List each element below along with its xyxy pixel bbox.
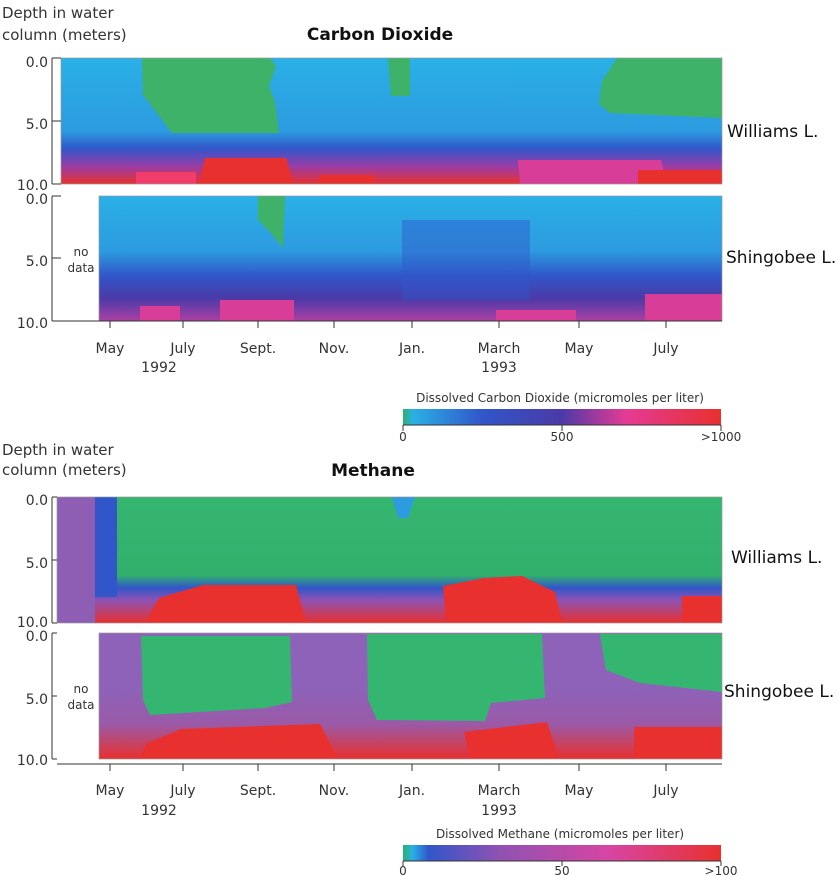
ch4-xtick-label-2: Sept. — [240, 783, 276, 799]
co2-x-axis: May July Sept. Nov. Jan. March May July — [61, 320, 722, 357]
co2-xtick-label-4: Jan. — [398, 341, 425, 357]
ch4-williams-label: Williams L. — [731, 548, 822, 568]
co2-ytick-2: 10.0 — [17, 178, 48, 194]
co2-shingobee-pink-patch-1 — [140, 306, 180, 321]
ch4-ytick-1: 5.0 — [26, 556, 48, 572]
ch4-shingobee-no-data-line2: data — [67, 698, 94, 712]
ch4-williams-blue-spot — [392, 497, 415, 518]
co2-ylabel-line2: column (meters) — [2, 26, 127, 44]
ch4-williams-left-blue — [95, 497, 117, 597]
ch4-ylabel-line1: Depth in water — [2, 441, 114, 459]
co2-title: Carbon Dioxide — [307, 25, 453, 45]
ch4-xtick-label-4: Jan. — [398, 783, 425, 799]
co2-ytick-3: 0.0 — [26, 192, 48, 208]
ch4-colorbar-tick-1: 50 — [554, 864, 569, 876]
co2-williams-red-patch-3 — [319, 175, 375, 184]
ch4-ytick-2: 10.0 — [17, 615, 48, 631]
ch4-xtick-label-1: July — [169, 783, 195, 799]
ch4-williams-panel — [56, 496, 723, 624]
ch4-ytick-5: 10.0 — [17, 753, 48, 769]
co2-williams-green-patch-3 — [599, 58, 722, 118]
co2-shingobee-label: Shingobee L. — [726, 248, 836, 268]
co2-colorbar-tick-1: 500 — [551, 430, 574, 444]
ch4-shingobee-red-patch-2 — [464, 722, 559, 759]
co2-williams-red-patch-4 — [638, 170, 722, 184]
ch4-shingobee-label: Shingobee L. — [724, 682, 834, 702]
co2-shingobee-pink-patch-4 — [645, 294, 722, 321]
ch4-xtick-label-0: May — [96, 783, 125, 799]
co2-williams-pink-band — [518, 160, 667, 184]
ch4-williams-left-purple — [57, 497, 95, 623]
ch4-williams-red-patch-2 — [443, 576, 562, 623]
co2-shingobee-darkblue-region — [402, 220, 530, 300]
co2-williams-green-patch-1 — [142, 58, 279, 133]
ch4-colorbar-tick-0: 0 — [399, 864, 407, 876]
co2-year-1993: 1993 — [481, 360, 517, 376]
ch4-xtick-label-6: May — [565, 783, 594, 799]
co2-xtick-label-5: March — [478, 341, 521, 357]
ch4-ytick-3: 0.0 — [26, 629, 48, 645]
ch4-colorbar-label: Dissolved Methane (micromoles per liter) — [436, 827, 684, 841]
ch4-shingobee-green-patch-2 — [367, 634, 545, 721]
co2-shingobee-pink-patch-3 — [496, 310, 576, 321]
ch4-y-axis — [51, 496, 57, 760]
ch4-shingobee-no-data-line1: no — [74, 682, 89, 696]
co2-y-axis — [51, 57, 61, 322]
co2-xtick-label-0: May — [96, 341, 125, 357]
co2-ytick-1: 5.0 — [26, 117, 48, 133]
ch4-xtick-label-3: Nov. — [319, 783, 350, 799]
co2-williams-red-patch-2 — [199, 158, 294, 184]
ch4-colorbar-tick-2: >100 — [705, 864, 738, 876]
ch4-xtick-label-7: July — [652, 783, 678, 799]
co2-colorbar-tick-0: 0 — [399, 430, 407, 444]
ch4-shingobee-green-patch-3 — [600, 634, 722, 692]
ch4-ytick-4: 5.0 — [26, 692, 48, 708]
co2-xtick-label-1: July — [169, 341, 195, 357]
co2-ylabel-line1: Depth in water — [2, 4, 114, 22]
co2-shingobee-panel — [98, 195, 723, 322]
co2-williams-panel — [60, 57, 723, 185]
ch4-shingobee-border — [98, 632, 723, 760]
co2-year-1992: 1992 — [141, 360, 177, 376]
co2-williams-red-patch-1 — [136, 172, 196, 184]
ch4-shingobee-panel — [98, 632, 723, 760]
co2-ytick-5: 10.0 — [17, 316, 48, 332]
ch4-shingobee-green-patch-1 — [141, 636, 292, 715]
co2-williams-green-patch-2 — [388, 58, 410, 96]
co2-xtick-label-3: Nov. — [319, 341, 350, 357]
co2-xtick-label-2: Sept. — [240, 341, 276, 357]
co2-colorbar — [403, 409, 721, 425]
co2-shingobee-no-data-line1: no — [74, 245, 89, 259]
co2-ytick-4: 5.0 — [26, 254, 48, 270]
ch4-title: Methane — [331, 461, 415, 481]
ch4-colorbar — [403, 845, 721, 861]
ch4-year-1992: 1992 — [141, 803, 177, 819]
ch4-x-axis: May July Sept. Nov. Jan. March May July — [57, 763, 722, 799]
co2-shingobee-pink-patch-2 — [220, 300, 294, 321]
co2-shingobee-no-data-line2: data — [67, 261, 94, 275]
co2-shingobee-background — [99, 196, 722, 321]
co2-colorbar-tick-2: >1000 — [701, 430, 742, 444]
ch4-williams-red-patch-3 — [682, 596, 722, 623]
ch4-ytick-0: 0.0 — [26, 493, 48, 509]
co2-ytick-0: 0.0 — [26, 55, 48, 71]
co2-williams-label: Williams L. — [727, 122, 818, 142]
ch4-williams-red-patch-1 — [145, 585, 306, 623]
ch4-xtick-label-5: March — [478, 783, 521, 799]
ch4-year-1993: 1993 — [481, 803, 517, 819]
co2-xtick-label-6: May — [565, 341, 594, 357]
ch4-shingobee-red-patch-3 — [634, 727, 722, 759]
co2-shingobee-green-patch — [258, 196, 285, 248]
ch4-ylabel-line2: column (meters) — [2, 461, 127, 479]
ch4-shingobee-red-patch-1 — [140, 724, 338, 759]
co2-xtick-label-7: July — [652, 341, 678, 357]
co2-colorbar-label: Dissolved Carbon Dioxide (micromoles per… — [416, 391, 704, 405]
